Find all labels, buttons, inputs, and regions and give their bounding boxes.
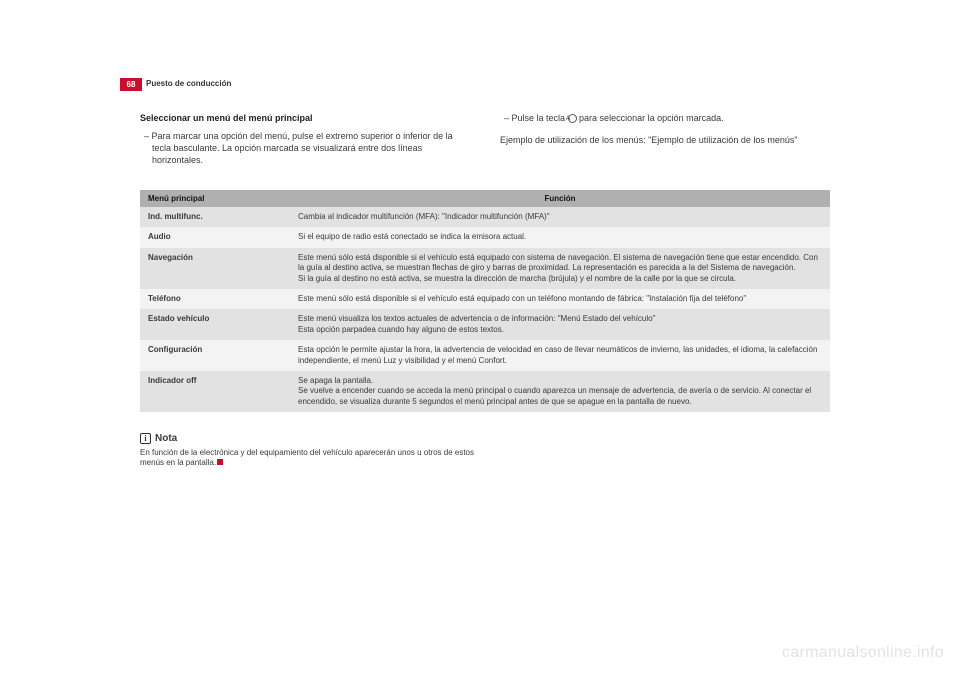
cell-menu: Indicador off [140,371,290,412]
section-title: Puesto de conducción [146,79,231,88]
table-row: Estado vehículoEste menú visualiza los t… [140,309,830,340]
cell-menu: Teléfono [140,289,290,309]
table-header-row: Menú principal Función [140,190,830,207]
nota-body-wrap: En función de la electrónica y del equip… [140,448,480,469]
cell-menu: Navegación [140,248,290,289]
page: 68 Puesto de conducción Seleccionar un m… [0,0,960,678]
key-circle-icon: A [568,114,577,123]
cell-func: Si el equipo de radio está conectado se … [290,227,830,247]
end-square-icon [217,459,223,465]
table-row: Indicador offSe apaga la pantalla. Se vu… [140,371,830,412]
right-line1-b: para seleccionar la opción marcada. [577,113,724,123]
right-column: – Pulse la tecla A para seleccionar la o… [500,112,830,171]
intro-columns: Seleccionar un menú del menú principal –… [140,112,830,171]
right-line1: – Pulse la tecla A para seleccionar la o… [500,112,830,124]
cell-func: Se apaga la pantalla. Se vuelve a encend… [290,371,830,412]
info-icon: i [140,433,151,444]
left-column: Seleccionar un menú del menú principal –… [140,112,470,171]
cell-menu: Ind. multifunc. [140,207,290,227]
watermark: carmanualsonline.info [782,644,944,662]
nota-label: Nota [155,432,177,445]
right-line1-a: – Pulse la tecla [504,113,568,123]
cell-menu: Estado vehículo [140,309,290,340]
cell-func: Cambia al indicador multifunción (MFA): … [290,207,830,227]
cell-func: Esta opción le permite ajustar la hora, … [290,340,830,371]
page-number-badge: 68 [120,78,142,91]
nota-body: En función de la electrónica y del equip… [140,448,474,467]
cell-func: Este menú sólo está disponible si el veh… [290,289,830,309]
nota-heading: i Nota [140,432,480,445]
right-line2: Ejemplo de utilización de los menús: "Ej… [500,134,830,146]
col-header-func: Función [290,190,830,207]
menu-table: Menú principal Función Ind. multifunc.Ca… [140,190,830,412]
table-row: AudioSi el equipo de radio está conectad… [140,227,830,247]
cell-menu: Audio [140,227,290,247]
cell-func: Este menú visualiza los textos actuales … [290,309,830,340]
nota-block: i Nota En función de la electrónica y de… [140,432,480,469]
table-row: ConfiguraciónEsta opción le permite ajus… [140,340,830,371]
cell-func: Este menú sólo está disponible si el veh… [290,248,830,289]
table-row: Ind. multifunc.Cambia al indicador multi… [140,207,830,227]
left-heading: Seleccionar un menú del menú principal [140,112,470,124]
table-row: TeléfonoEste menú sólo está disponible s… [140,289,830,309]
cell-menu: Configuración [140,340,290,371]
left-body: – Para marcar una opción del menú, pulse… [140,130,470,166]
col-header-menu: Menú principal [140,190,290,207]
menu-table-el: Menú principal Función Ind. multifunc.Ca… [140,190,830,412]
table-row: NavegaciónEste menú sólo está disponible… [140,248,830,289]
